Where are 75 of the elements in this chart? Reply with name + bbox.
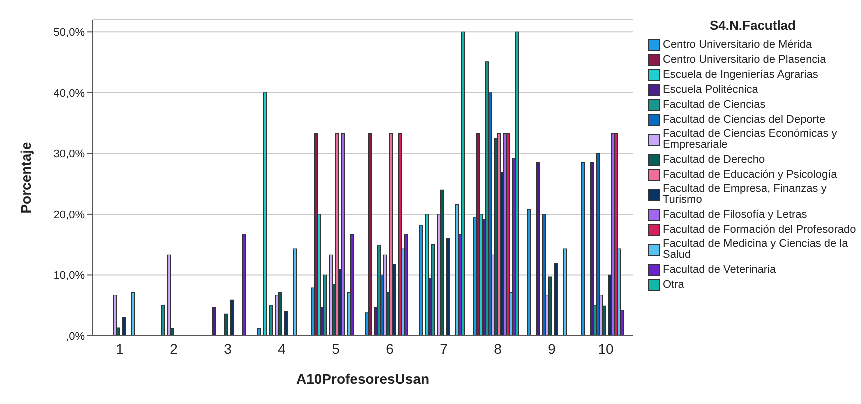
legend-label: Facultad de Educación y Psicología: [663, 168, 838, 180]
y-tick-label: 50,0%: [54, 27, 86, 40]
x-tick-label: 2: [170, 340, 178, 357]
bar: [323, 274, 327, 336]
bar: [131, 292, 135, 336]
bar: [596, 153, 600, 336]
legend-label: Facultad de Ciencias: [663, 98, 766, 110]
bar: [542, 214, 546, 336]
y-tick-label: 20,0%: [54, 209, 86, 222]
x-tick-label: 5: [332, 340, 340, 357]
bar: [425, 214, 429, 336]
legend-label: Facultad de Empresa, Finanzas y Turismo: [663, 183, 828, 206]
legend-label: Centro Universitario de Mérida: [663, 38, 812, 50]
x-tick-label: 10: [598, 340, 614, 357]
legend-label: Escuela Politécnica: [663, 84, 758, 96]
bar: [461, 32, 465, 336]
bar: [440, 190, 444, 336]
bar: [257, 328, 261, 336]
bar: [431, 244, 435, 336]
legend-label: Facultad de Derecho: [663, 154, 766, 166]
bar: [398, 133, 402, 336]
bar: [563, 248, 567, 336]
legend-label: Facultad de Ciencias Económicas y Empresariale: [663, 128, 838, 151]
y-tick-label: 30,0%: [54, 148, 86, 161]
bar: [335, 133, 339, 336]
bar: [548, 276, 552, 336]
bar: [515, 32, 519, 336]
legend-label: Facultad de Ciencias del Deporte: [663, 114, 826, 126]
x-tick-label: 6: [386, 340, 394, 357]
legend-title: S4.N.Facutlad: [709, 18, 797, 33]
bar: [350, 234, 354, 336]
bar: [161, 305, 165, 336]
bar: [614, 133, 618, 336]
bar: [278, 292, 282, 336]
bar: [419, 225, 423, 336]
x-tick-label: 7: [440, 340, 448, 357]
bar: [263, 92, 267, 336]
bar: [404, 234, 408, 336]
legend-label: Escuela de Ingenierías Agrarias: [663, 68, 818, 80]
bar: [284, 311, 288, 336]
x-tick-label: 4: [278, 340, 286, 357]
legend-label: Otra: [663, 278, 684, 290]
y-tick-label: 10,0%: [54, 270, 86, 282]
bar: [212, 307, 216, 336]
bar: [167, 254, 171, 336]
legend-label: Centro Universitario de Plasencia: [663, 54, 826, 66]
legend-label: Facultad de Formación del Profesorado: [663, 224, 856, 236]
legend-label: Facultad de Veterinaria: [663, 264, 776, 276]
legend-label: Facultad de Medicina y Ciencias de la Salud: [663, 238, 850, 261]
bar: [590, 162, 594, 336]
x-tick-label: 3: [224, 340, 232, 357]
legend-label: Facultad de Filosofía y Letras: [663, 208, 808, 220]
bar: [389, 133, 393, 336]
bar: [368, 133, 372, 336]
x-tick-label: 8: [494, 340, 502, 357]
bar: [242, 234, 246, 336]
bar: [581, 162, 585, 336]
y-axis-title: Porcentaje: [18, 142, 34, 214]
bar: [269, 305, 273, 336]
bar: [230, 300, 234, 336]
x-axis-title: A10ProfesoresUsan: [296, 371, 430, 387]
y-tick-label: 40,0%: [54, 88, 86, 100]
bar: [341, 133, 345, 336]
bar: [224, 314, 228, 336]
bar: [506, 133, 510, 336]
x-tick-label: 1: [116, 340, 124, 357]
x-tick-label: 9: [548, 340, 556, 357]
bar: [446, 238, 450, 336]
bar: [293, 248, 297, 336]
bar: [554, 263, 558, 336]
bar: [536, 162, 540, 336]
bar: [527, 209, 531, 336]
y-tick-label: ,0%: [66, 330, 86, 343]
bar: [122, 317, 126, 336]
bar: [113, 294, 117, 336]
